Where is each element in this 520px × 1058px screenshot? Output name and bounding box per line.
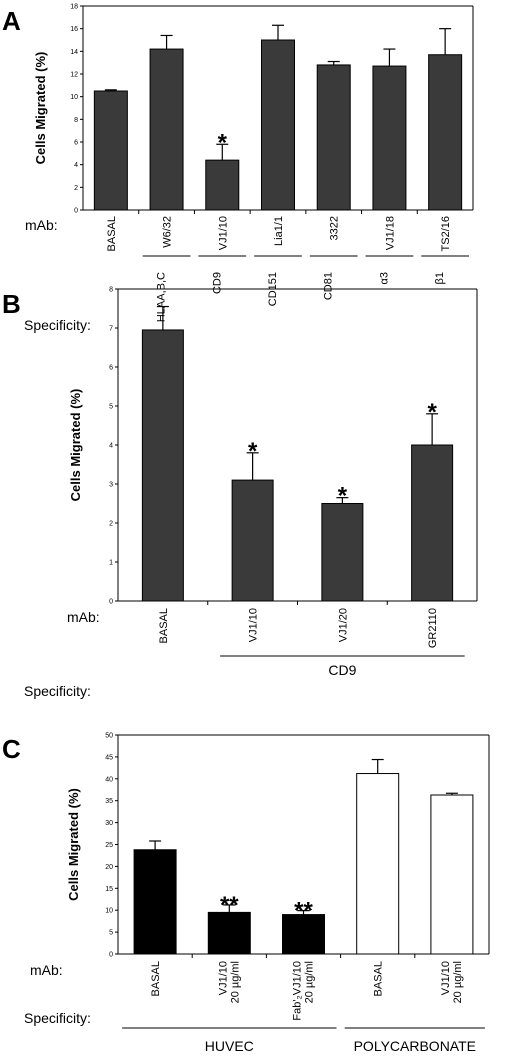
significance-marker-b-3: * [427, 399, 437, 426]
category-label-a-6: TS2/16 [440, 216, 452, 251]
bar-a-4 [316, 64, 351, 211]
significance-marker-a-2: * [218, 129, 228, 156]
specificity-label-a-2: CD9 [211, 272, 223, 294]
category-label-unit-c-2: 20 µg/ml [304, 961, 316, 1003]
y-tick-label-c: 15 [105, 886, 113, 893]
y-tick-label-b: 4 [109, 443, 113, 450]
bar-b-3 [411, 444, 454, 602]
y-tick-label-a: 2 [74, 185, 78, 192]
category-label-b-0: BASAL [158, 608, 170, 643]
panel-label-b: B [2, 289, 21, 319]
y-tick-label-b: 7 [109, 326, 113, 333]
y-tick-label-c: 30 [105, 820, 113, 827]
bar-a-5 [372, 65, 407, 211]
category-label-a-5: VJ1/18 [384, 216, 396, 250]
y-tick-label-b: 6 [109, 365, 113, 372]
category-label-unit-c-4: 20 µg/ml [452, 961, 464, 1003]
panel-label-c: C [2, 734, 21, 764]
specificity-label-a-4: CD81 [323, 272, 335, 300]
specificity-label-a-5: α3 [378, 272, 390, 284]
category-label-c-2: Fab'₂VJ1/10 [292, 961, 304, 1021]
y-tick-label-a: 0 [74, 208, 78, 215]
y-tick-label-b: 3 [109, 482, 113, 489]
y-tick-label-c: 10 [105, 908, 113, 915]
group-label-c-1: POLYCARBONATE [354, 1038, 476, 1054]
category-label-a-3: Lia1/1 [273, 216, 285, 246]
category-label-a-0: BASAL [106, 216, 118, 251]
y-tick-label-a: 16 [70, 26, 78, 33]
group-label-c-0: HUVEC [205, 1038, 254, 1054]
mab-row-label-b: mAb: [67, 609, 100, 625]
specificity-row-label-c: Specificity: [24, 1010, 91, 1026]
significance-marker-c-1: ** [220, 892, 239, 919]
category-label-c-3: BASAL [373, 961, 385, 996]
bar-a-1 [149, 48, 184, 211]
y-tick-label-c: 50 [105, 733, 113, 740]
bar-c-0 [133, 849, 177, 955]
y-tick-label-c: 40 [105, 776, 113, 783]
y-tick-label-b: 0 [109, 599, 113, 606]
y-tick-label-c: 25 [105, 842, 113, 849]
y-axis-label-b: Cells Migrated (%) [68, 389, 83, 502]
y-tick-label-c: 5 [109, 930, 113, 937]
category-label-c-1: VJ1/10 [217, 961, 229, 995]
specificity-row-label-a: Specificity: [24, 317, 91, 333]
panel-label-a: A [2, 6, 21, 36]
y-tick-label-a: 8 [74, 117, 78, 124]
bar-a-2 [205, 159, 240, 211]
y-axis-label-c: Cells Migrated (%) [66, 788, 81, 901]
mab-row-label-c: mAb: [30, 962, 63, 978]
bar-c-4 [430, 794, 474, 955]
y-tick-label-a: 12 [70, 72, 78, 79]
y-tick-label-a: 6 [74, 140, 78, 147]
group-label-b-0: CD9 [328, 662, 356, 678]
bar-b-2 [321, 503, 364, 602]
y-tick-label-a: 14 [70, 49, 78, 56]
significance-marker-b-2: * [338, 483, 348, 510]
y-tick-label-b: 8 [109, 287, 113, 294]
category-label-unit-c-1: 20 µg/ml [229, 961, 241, 1003]
y-tick-label-c: 0 [109, 952, 113, 959]
y-tick-label-a: 18 [70, 4, 78, 11]
specificity-label-a-1: HLAA,B,C [156, 272, 168, 322]
y-tick-label-c: 20 [105, 864, 113, 871]
y-tick-label-b: 2 [109, 521, 113, 528]
bar-a-0 [93, 90, 128, 211]
category-label-a-1: W6/32 [162, 216, 174, 248]
significance-marker-b-1: * [248, 438, 258, 465]
category-label-b-3: GR2110 [427, 608, 439, 648]
bar-c-3 [356, 773, 400, 955]
category-label-c-4: VJ1/10 [440, 961, 452, 995]
y-tick-label-b: 1 [109, 560, 113, 567]
category-label-b-1: VJ1/10 [248, 608, 260, 642]
y-tick-label-a: 4 [74, 162, 78, 169]
category-label-a-2: VJ1/10 [217, 216, 229, 250]
specificity-label-a-6: β1 [434, 272, 446, 284]
y-tick-label-c: 45 [105, 754, 113, 761]
category-label-b-2: VJ1/20 [337, 608, 349, 642]
y-tick-label-a: 10 [70, 94, 78, 101]
bar-c-2 [282, 914, 325, 955]
specificity-row-label-b: Specificity: [24, 683, 91, 699]
significance-marker-c-2: ** [294, 898, 313, 925]
bar-c-1 [207, 911, 251, 955]
y-axis-label-a: Cells Migrated (%) [33, 52, 48, 165]
bar-b-0 [141, 329, 184, 602]
y-tick-label-b: 5 [109, 404, 113, 411]
bar-a-3 [261, 39, 295, 211]
y-tick-label-c: 35 [105, 798, 113, 805]
bar-a-6 [428, 54, 463, 211]
category-label-c-0: BASAL [150, 961, 162, 996]
mab-row-label-a: mAb: [25, 217, 58, 233]
bar-b-1 [231, 479, 274, 602]
category-label-a-4: 3322 [329, 216, 341, 240]
